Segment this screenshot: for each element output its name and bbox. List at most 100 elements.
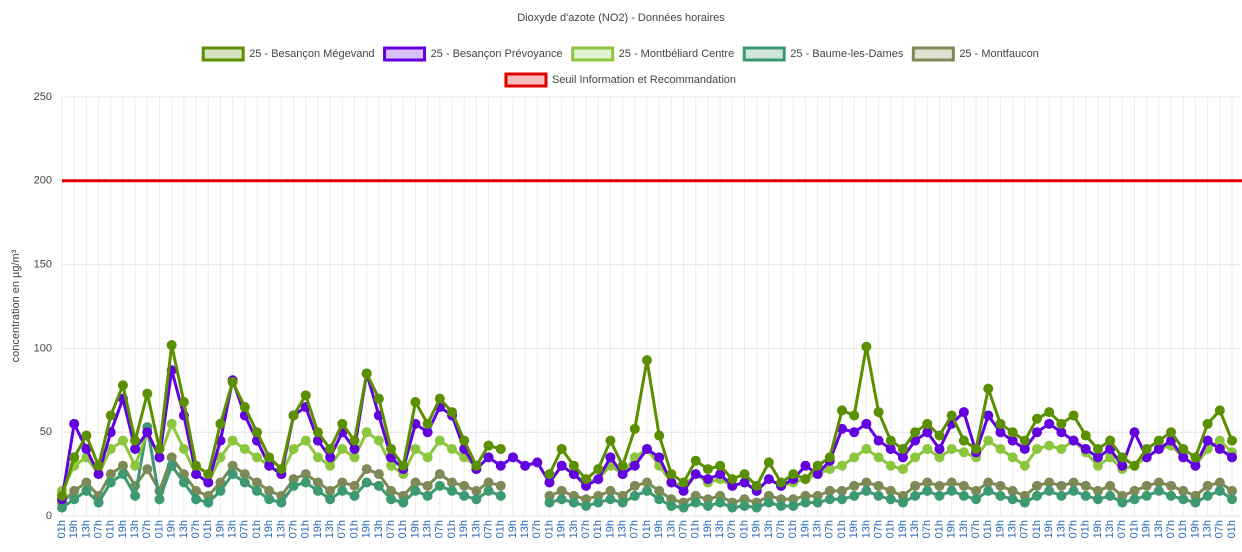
x-tick-label: 01h [495, 520, 507, 538]
data-point [422, 418, 433, 429]
data-point [995, 418, 1006, 429]
data-point [203, 469, 214, 480]
data-point [130, 435, 141, 446]
data-point [252, 485, 262, 496]
data-point [739, 500, 750, 511]
data-point [995, 443, 1006, 454]
legend-label: 25 - Montbéliard Centre [619, 48, 735, 60]
data-point [812, 497, 823, 508]
data-point [154, 452, 165, 463]
x-tick-label: 01h [446, 520, 458, 538]
x-tick-label: 19h [507, 520, 519, 538]
x-tick-label: 01h [300, 520, 312, 538]
data-point [483, 485, 494, 496]
data-point [1056, 427, 1067, 438]
data-point [227, 435, 238, 446]
data-point [288, 480, 299, 491]
data-point [1141, 443, 1152, 454]
data-point [1044, 418, 1055, 429]
legend-swatch [383, 46, 427, 62]
data-point [1153, 443, 1164, 454]
data-point [739, 477, 750, 488]
data-point [215, 452, 226, 463]
data-point [849, 452, 860, 463]
legend-label: 25 - Besançon Mégevand [249, 48, 374, 60]
data-point [715, 497, 726, 508]
x-tick-label: 13h [1055, 520, 1067, 538]
x-tick-label: 01h [1226, 520, 1238, 538]
data-point [1178, 494, 1189, 505]
x-tick-label: 19h [1043, 520, 1055, 538]
data-point [946, 410, 957, 421]
data-point [1227, 452, 1237, 463]
x-tick-label: 13h [665, 520, 677, 538]
data-point [849, 427, 860, 438]
legend-label: 25 - Besançon Prévoyance [431, 48, 563, 60]
data-point [325, 485, 336, 496]
x-tick-label: 01h [348, 520, 360, 538]
x-tick-label: 19h [263, 520, 275, 538]
data-point [300, 469, 311, 480]
x-tick-label: 07h [336, 520, 348, 538]
x-tick-label: 07h [824, 520, 836, 538]
data-point [971, 485, 982, 496]
data-point [568, 497, 579, 508]
x-tick-label: 07h [1116, 520, 1128, 538]
data-point [629, 423, 640, 434]
data-point [849, 490, 860, 501]
legend-swatch [742, 46, 786, 62]
data-point [57, 490, 67, 501]
data-point [93, 469, 104, 480]
data-point [666, 477, 677, 488]
data-point [910, 490, 921, 501]
data-point [459, 435, 470, 446]
x-tick-label: 07h [1067, 520, 1079, 538]
data-point [142, 427, 153, 438]
data-point [422, 490, 433, 501]
data-point [166, 418, 177, 429]
data-point [410, 477, 421, 488]
x-tick-label: 13h [812, 520, 824, 538]
data-point [178, 397, 189, 408]
data-point [203, 497, 214, 508]
data-point [617, 469, 628, 480]
x-tick-label: 13h [470, 520, 482, 538]
data-point [861, 477, 872, 488]
data-point [897, 452, 908, 463]
data-point [1007, 452, 1018, 463]
x-tick-label: 13h [568, 520, 580, 538]
data-point [1032, 490, 1042, 501]
data-point [410, 397, 421, 408]
x-tick-label: 13h [763, 520, 775, 538]
data-point [312, 485, 323, 496]
data-point [1092, 443, 1103, 454]
series [57, 340, 1237, 501]
x-tick-label: 19h [214, 520, 226, 538]
data-point [922, 418, 933, 429]
data-point [593, 464, 604, 475]
data-point [349, 443, 360, 454]
data-point [642, 443, 652, 454]
data-point [154, 443, 165, 454]
data-point [130, 490, 141, 501]
data-point [556, 443, 567, 454]
data-point [897, 497, 908, 508]
data-point [300, 435, 311, 446]
x-tick-label: 07h [531, 520, 543, 538]
data-point [885, 485, 896, 496]
x-tick-label: 01h [787, 520, 799, 538]
data-point [1117, 452, 1128, 463]
x-tick-label: 07h [141, 520, 153, 538]
data-point [239, 469, 250, 480]
data-point [1202, 490, 1213, 501]
x-tick-label: 07h [239, 520, 251, 538]
data-point [727, 474, 738, 485]
data-point [69, 485, 80, 496]
data-point [166, 452, 177, 463]
data-point [958, 407, 969, 418]
x-tick-label: 13h [860, 520, 872, 538]
data-point [1178, 452, 1189, 463]
data-point [983, 477, 994, 488]
x-tick-label: 19h [994, 520, 1006, 538]
x-tick-label: 01h [641, 520, 653, 538]
